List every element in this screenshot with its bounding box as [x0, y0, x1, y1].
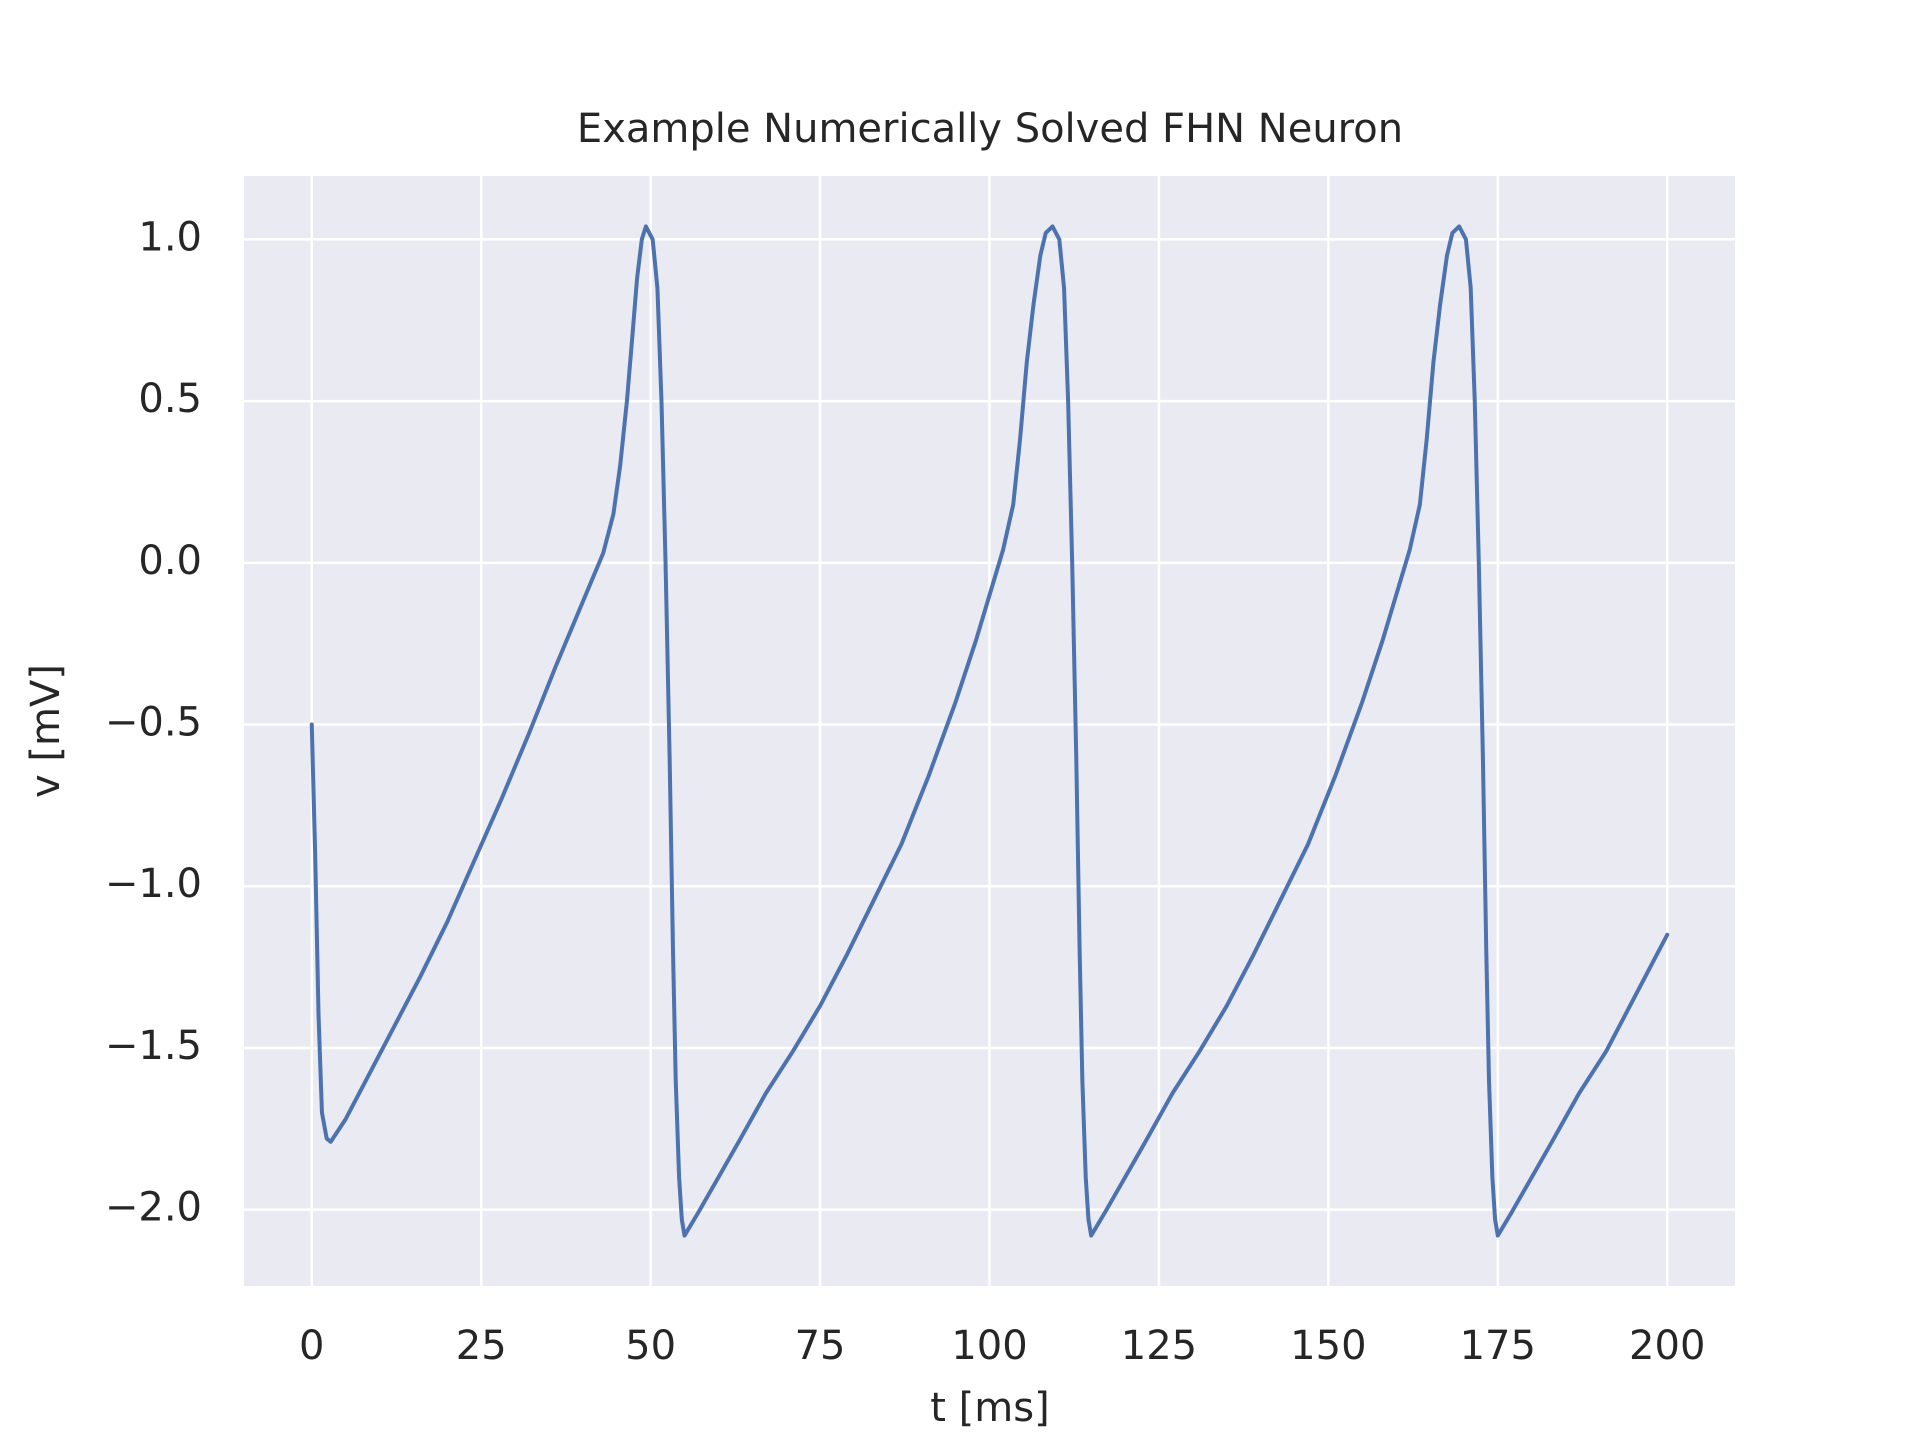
y-axis-label: v [mV] [23, 664, 69, 798]
x-tick-label: 100 [951, 1323, 1027, 1369]
chart-title: Example Numerically Solved FHN Neuron [577, 106, 1403, 152]
x-axis-label: t [ms] [930, 1385, 1049, 1431]
x-tick-label: 200 [1629, 1323, 1705, 1369]
x-tick-label: 150 [1290, 1323, 1366, 1369]
x-tick-label: 175 [1460, 1323, 1536, 1369]
y-tick-label: −1.0 [105, 861, 202, 907]
y-tick-label: 1.0 [138, 214, 202, 260]
y-tick-label: 0.0 [138, 538, 202, 584]
y-tick-label: −1.5 [105, 1023, 202, 1069]
y-tick-label: −2.0 [105, 1185, 202, 1231]
x-tick-label: 0 [299, 1323, 324, 1369]
y-tick-label: −0.5 [105, 700, 202, 746]
x-tick-label: 25 [456, 1323, 507, 1369]
y-tick-label: 0.5 [138, 376, 202, 422]
x-tick-label: 75 [795, 1323, 846, 1369]
x-tick-label: 125 [1121, 1323, 1197, 1369]
line-series [309, 224, 1670, 1238]
x-tick-label: 50 [625, 1323, 676, 1369]
